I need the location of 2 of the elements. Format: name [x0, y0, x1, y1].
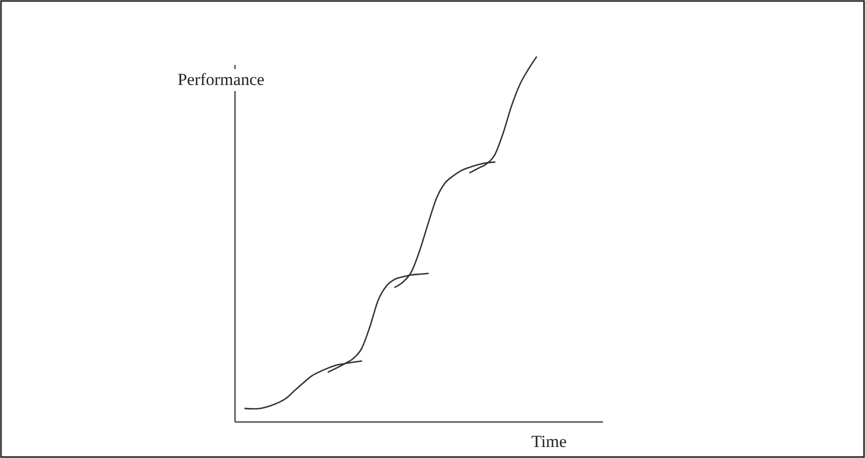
- y-axis-title: Performance: [178, 70, 264, 89]
- x-axis-title: Time: [531, 432, 567, 451]
